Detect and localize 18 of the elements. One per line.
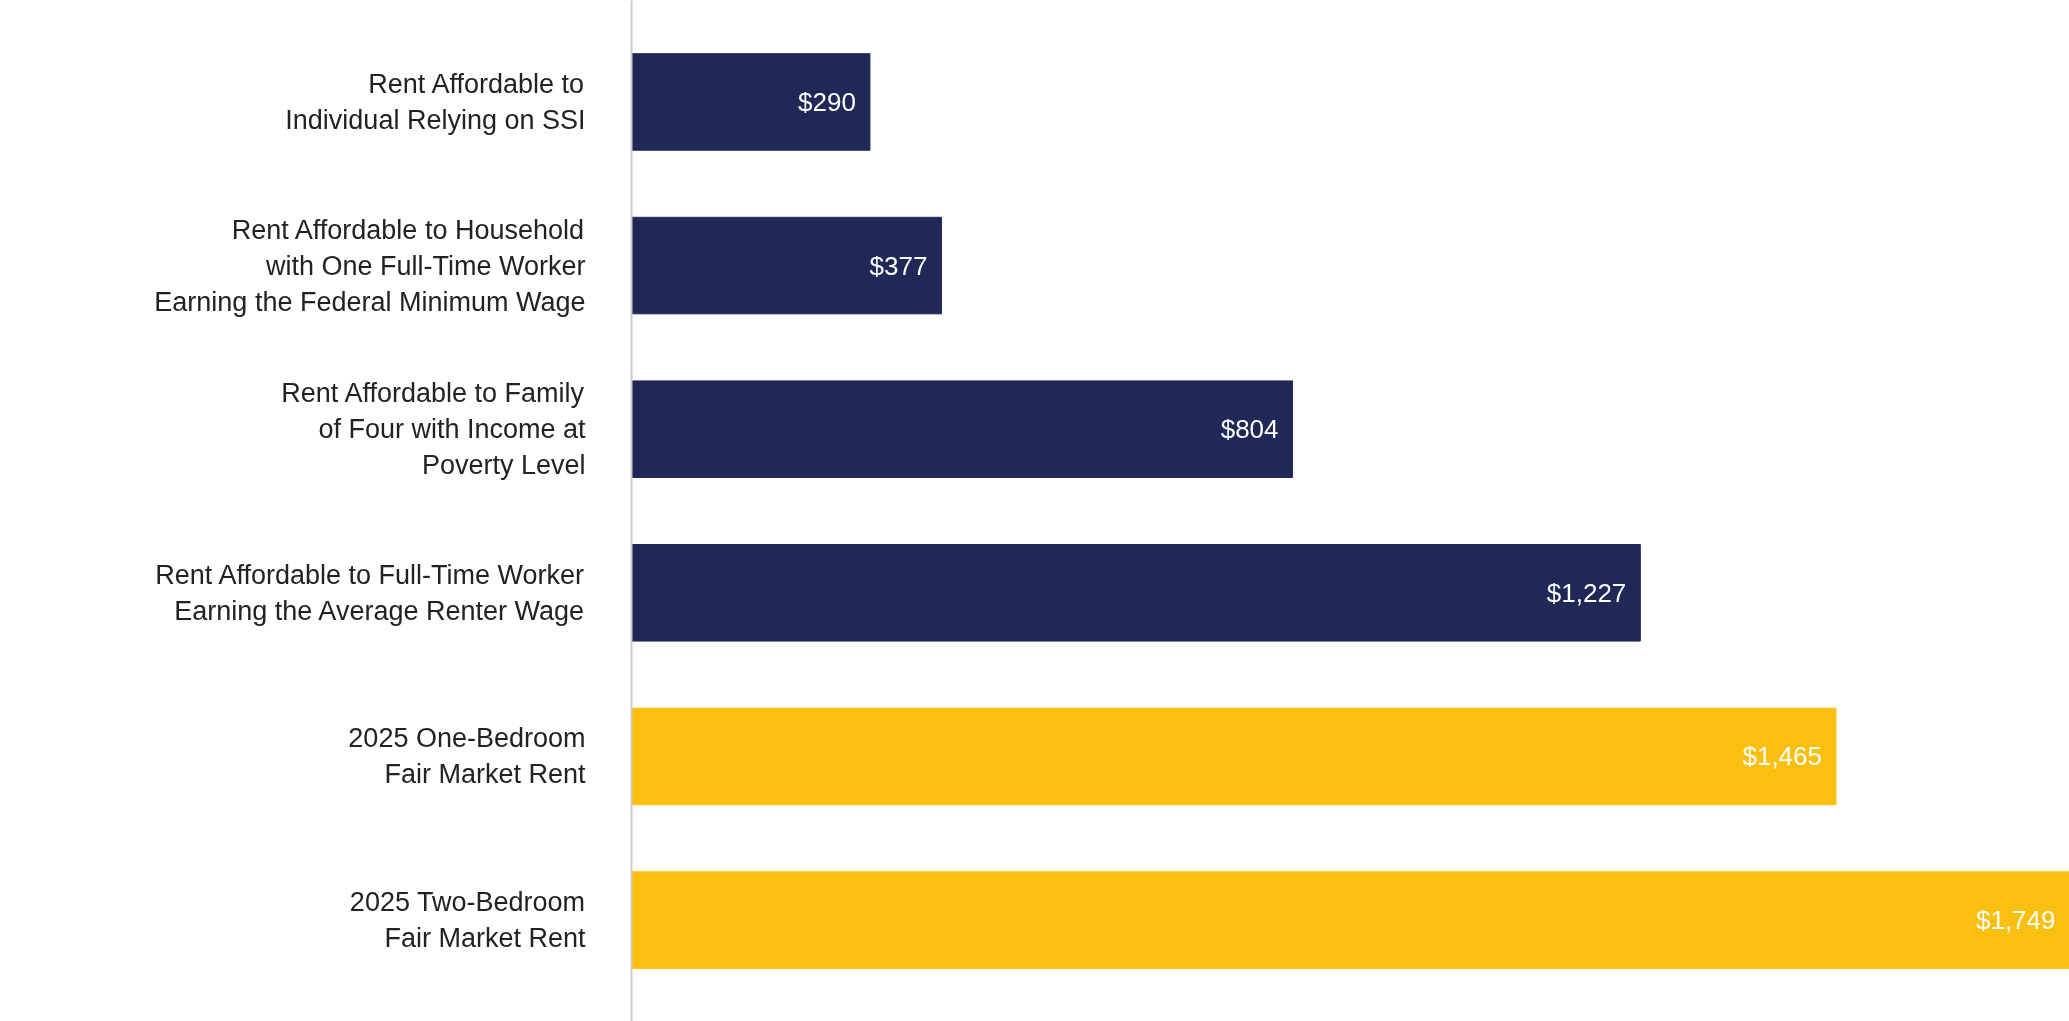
data-label: $1,749 (1975, 905, 2056, 936)
y-tick-label: Rent Affordable to Full-Time Worker Earning the Average Renter Wage (155, 559, 585, 626)
y-tick-label: Rent Affordable to Household with One Full-Time Worker Earning the Federal Minimum Wage (154, 214, 586, 317)
bar (631, 380, 1294, 478)
y-tick-label: Rent Affordable to Individual Relying on SSI (285, 68, 586, 135)
data-label: $377 (869, 250, 928, 281)
y-tick-label: Rent Affordable to Family of Four with Income at Poverty Level (281, 378, 586, 481)
bar (631, 707, 1837, 806)
y-tick-label: 2025 One-Bedroom Fair Market Rent (348, 723, 586, 790)
bar (631, 871, 2069, 969)
bar (631, 544, 1641, 642)
data-label: $1,227 (1546, 577, 1627, 608)
y-tick-label: 2025 Two-Bedroom Fair Market Rent (349, 887, 586, 954)
data-label: $804 (1220, 414, 1279, 445)
bar (631, 216, 942, 315)
data-label: $1,465 (1742, 741, 1823, 772)
data-label: $290 (798, 86, 856, 117)
bar (631, 53, 871, 151)
